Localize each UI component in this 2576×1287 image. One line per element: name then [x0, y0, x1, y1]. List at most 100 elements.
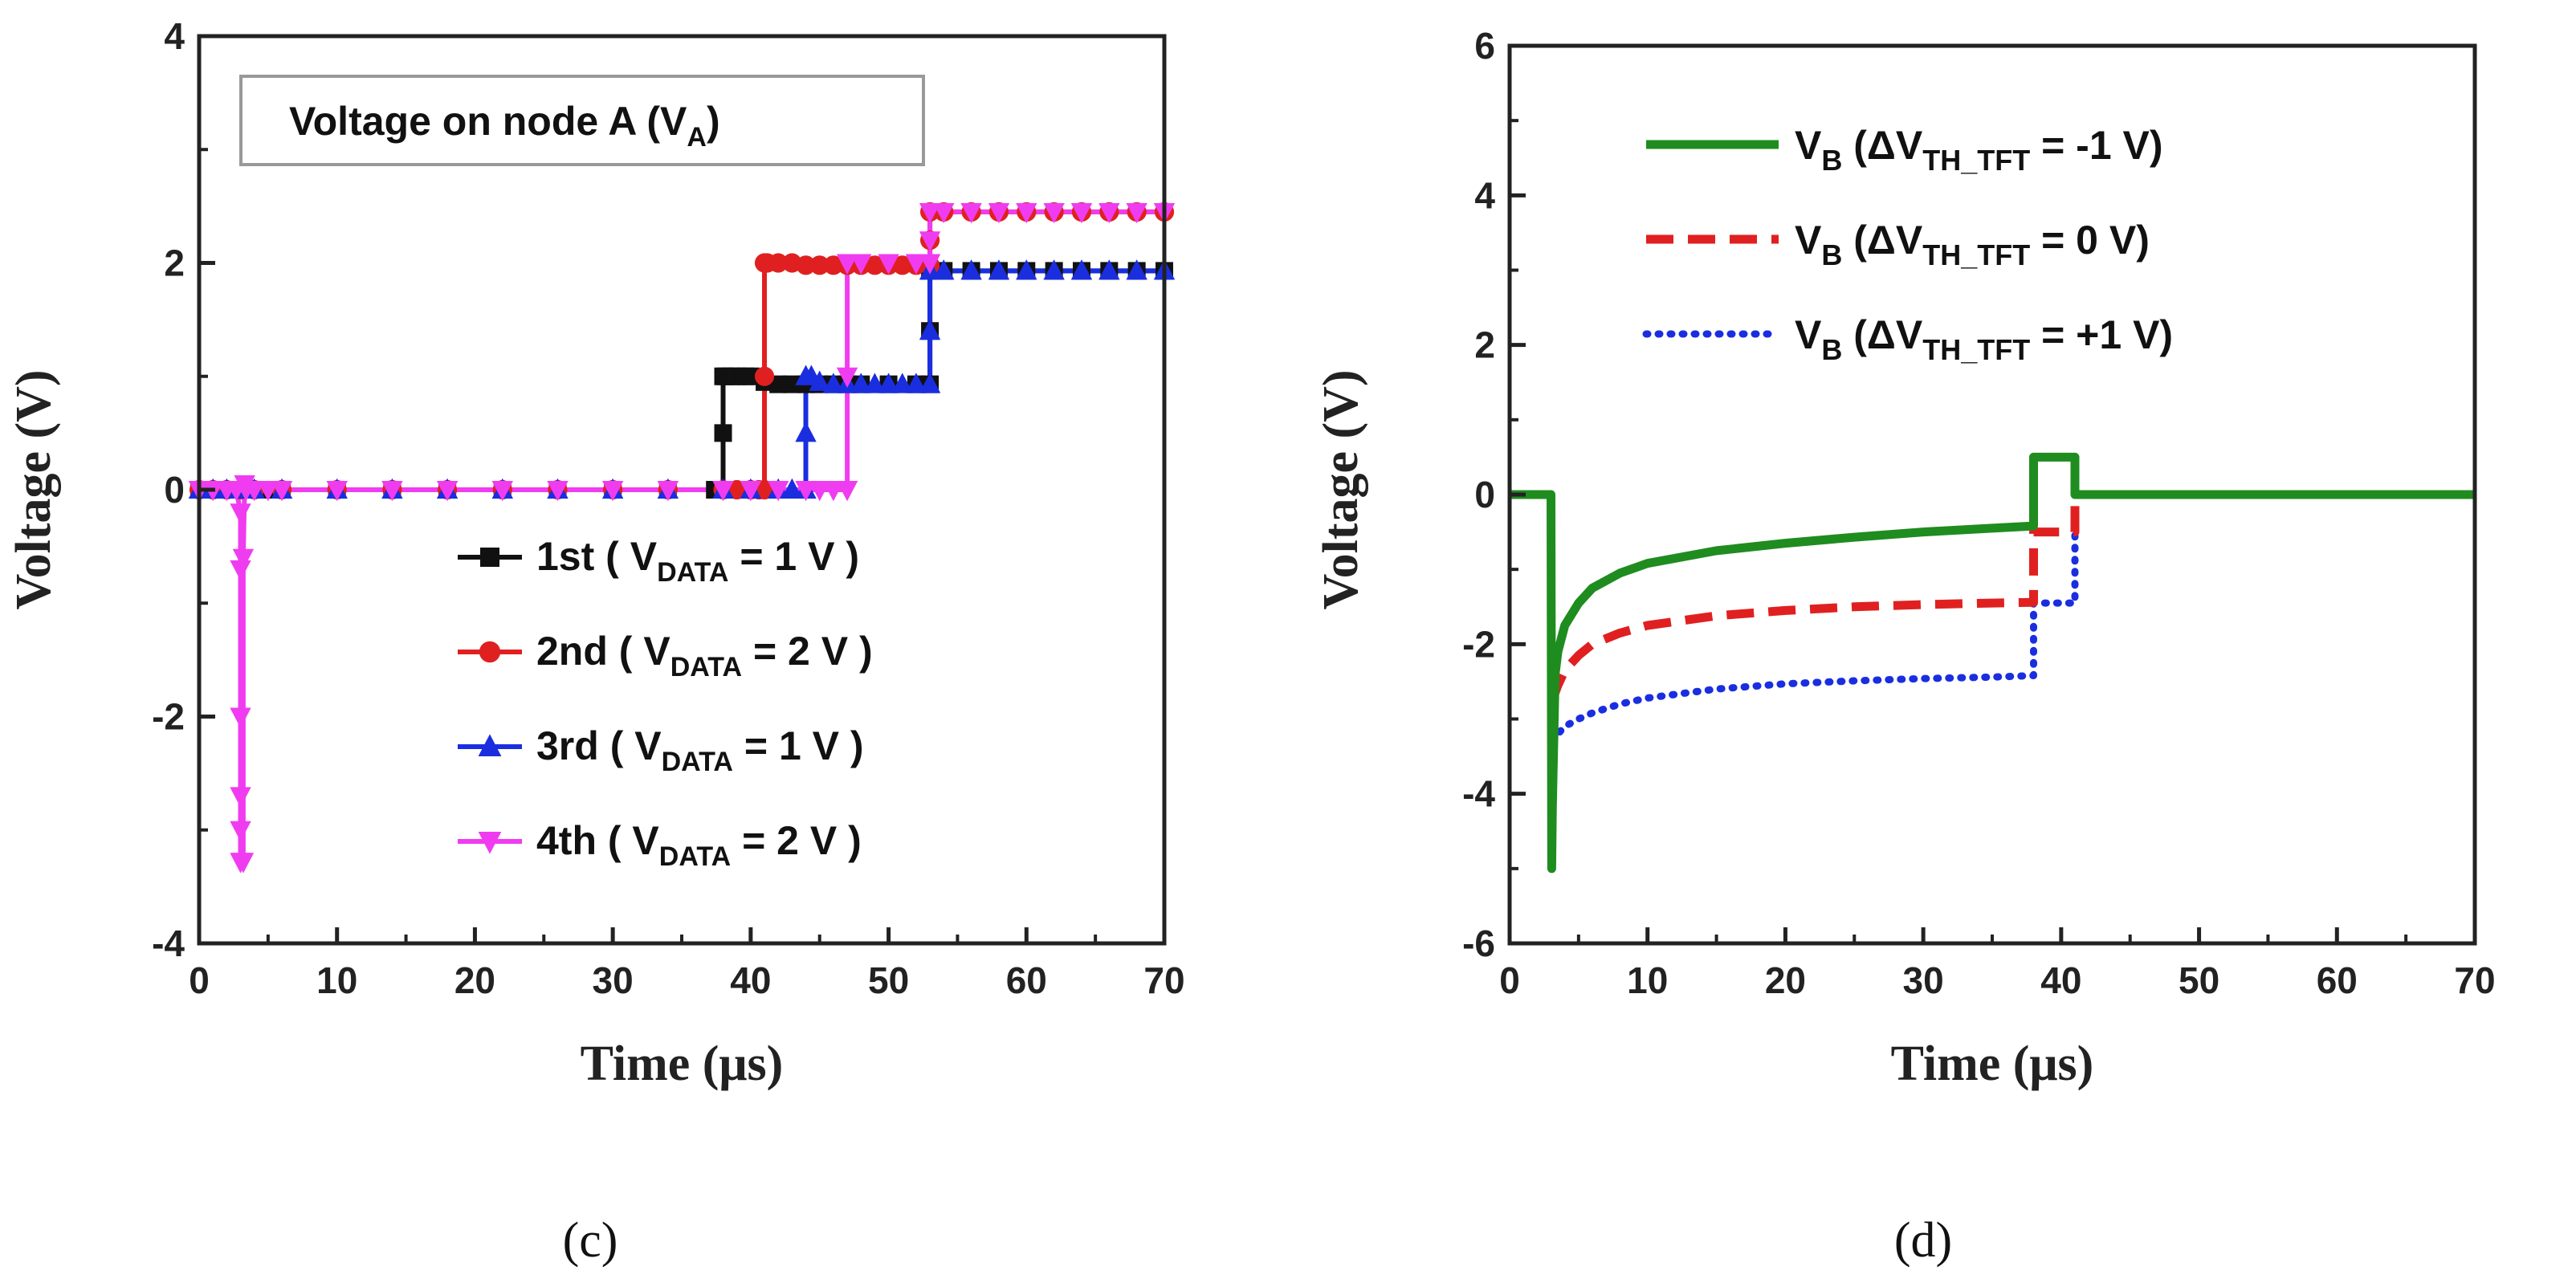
data-point — [478, 734, 502, 756]
data-point — [601, 481, 624, 502]
data-point — [741, 367, 760, 385]
data-point — [919, 202, 941, 224]
data-point — [919, 231, 941, 252]
chart-title: Voltage on node A (VA) — [289, 99, 720, 153]
data-point — [230, 707, 251, 728]
data-point — [809, 370, 830, 391]
data-point — [657, 481, 679, 502]
y-tick-label: -4 — [152, 922, 185, 964]
data-point — [822, 373, 845, 393]
legend-entry-label: 3rd ( VDATA = 1 V ) — [536, 723, 864, 777]
title-box — [239, 75, 925, 166]
y-tick-label: 2 — [164, 242, 185, 284]
data-point — [480, 548, 499, 567]
data-point — [960, 259, 982, 280]
data-point — [960, 202, 982, 224]
y-tick-label: 4 — [164, 15, 185, 57]
x-axis-label: Time (μs) — [1891, 1037, 2094, 1091]
data-point — [230, 821, 251, 842]
data-point — [919, 254, 941, 275]
data-point — [257, 481, 279, 502]
data-point — [547, 481, 569, 502]
data-point — [781, 478, 803, 499]
data-point — [230, 560, 251, 581]
y-tick-label: 6 — [1474, 25, 1495, 67]
y-tick-label: 4 — [1474, 174, 1495, 216]
data-point — [988, 259, 1010, 280]
data-point — [905, 373, 927, 393]
data-point — [836, 254, 858, 275]
series-line-solid — [1510, 452, 2475, 874]
data-point — [478, 832, 502, 854]
data-point — [436, 481, 459, 502]
x-tick-label: 20 — [454, 959, 495, 1001]
data-point — [1043, 259, 1065, 280]
legend-entry-label: VB (ΔVTH_TFT = 0 V) — [1795, 218, 2150, 271]
x-tick-label: 60 — [1006, 959, 1047, 1001]
data-point — [933, 259, 955, 280]
data-point — [768, 481, 789, 502]
data-point — [809, 481, 830, 502]
data-point — [740, 481, 762, 502]
panel-label-c: (c) — [563, 1213, 618, 1268]
legend-entry-label: 2nd ( VDATA = 2 V ) — [536, 629, 873, 682]
data-point — [712, 481, 734, 502]
data-point — [1070, 202, 1093, 224]
x-tick-label: 0 — [189, 959, 210, 1001]
x-tick-label: 0 — [1499, 959, 1520, 1001]
data-point — [230, 503, 251, 524]
data-point — [769, 375, 788, 393]
data-point — [878, 254, 899, 275]
data-point — [1126, 202, 1147, 224]
x-tick-label: 60 — [2317, 959, 2358, 1001]
data-point — [271, 481, 293, 502]
y-tick-label: -6 — [1462, 922, 1495, 964]
series-line-dashed — [1548, 502, 2080, 703]
data-point — [905, 254, 927, 275]
x-tick-label: 50 — [2179, 959, 2219, 1001]
data-point — [754, 366, 775, 386]
data-point — [988, 202, 1010, 224]
data-point — [878, 373, 899, 393]
legend-entry-label: 4th ( VDATA = 2 V ) — [536, 818, 862, 872]
x-tick-label: 50 — [868, 959, 909, 1001]
data-point — [891, 373, 913, 393]
data-point — [933, 202, 955, 224]
x-tick-label: 40 — [730, 959, 771, 1001]
y-tick-label: -4 — [1462, 773, 1495, 815]
data-point — [232, 853, 255, 874]
x-tick-label: 10 — [1627, 959, 1668, 1001]
data-point — [714, 424, 732, 442]
data-point — [919, 373, 941, 393]
legend-entry-label: VB (ΔVTH_TFT = +1 V) — [1795, 312, 2173, 366]
data-point — [1070, 259, 1093, 280]
data-point — [1098, 202, 1120, 224]
data-point — [783, 375, 801, 393]
data-point — [491, 481, 513, 502]
data-point — [479, 641, 501, 663]
data-point — [796, 255, 816, 275]
legend-entry-label: VB (ΔVTH_TFT = -1 V) — [1795, 123, 2163, 177]
data-point — [243, 481, 265, 502]
x-tick-label: 30 — [593, 959, 634, 1001]
x-axis-label: Time (μs) — [581, 1037, 784, 1091]
data-point — [809, 255, 829, 275]
data-point — [768, 253, 789, 273]
data-point — [1016, 202, 1037, 224]
x-tick-label: 70 — [1143, 959, 1184, 1001]
x-tick-label: 30 — [1903, 959, 1944, 1001]
data-point — [795, 481, 817, 502]
data-point — [230, 787, 251, 808]
y-tick-label: 2 — [1474, 324, 1495, 366]
y-axis-label: Voltage (V) — [6, 369, 61, 609]
y-tick-label: -2 — [152, 696, 185, 738]
data-point — [850, 254, 872, 275]
x-tick-label: 20 — [1765, 959, 1806, 1001]
data-point — [865, 255, 885, 275]
series-line-dotted — [1548, 498, 2079, 745]
data-point — [864, 373, 886, 393]
data-point — [381, 481, 403, 502]
data-point — [836, 481, 858, 502]
y-tick-label: 0 — [1474, 474, 1495, 515]
chart-panel-d: 0 10 20 30 40 50 60 70 -6 -4 -2 0 2 4 6 VB (ΔVTH_TFT =… — [1314, 25, 2496, 1268]
